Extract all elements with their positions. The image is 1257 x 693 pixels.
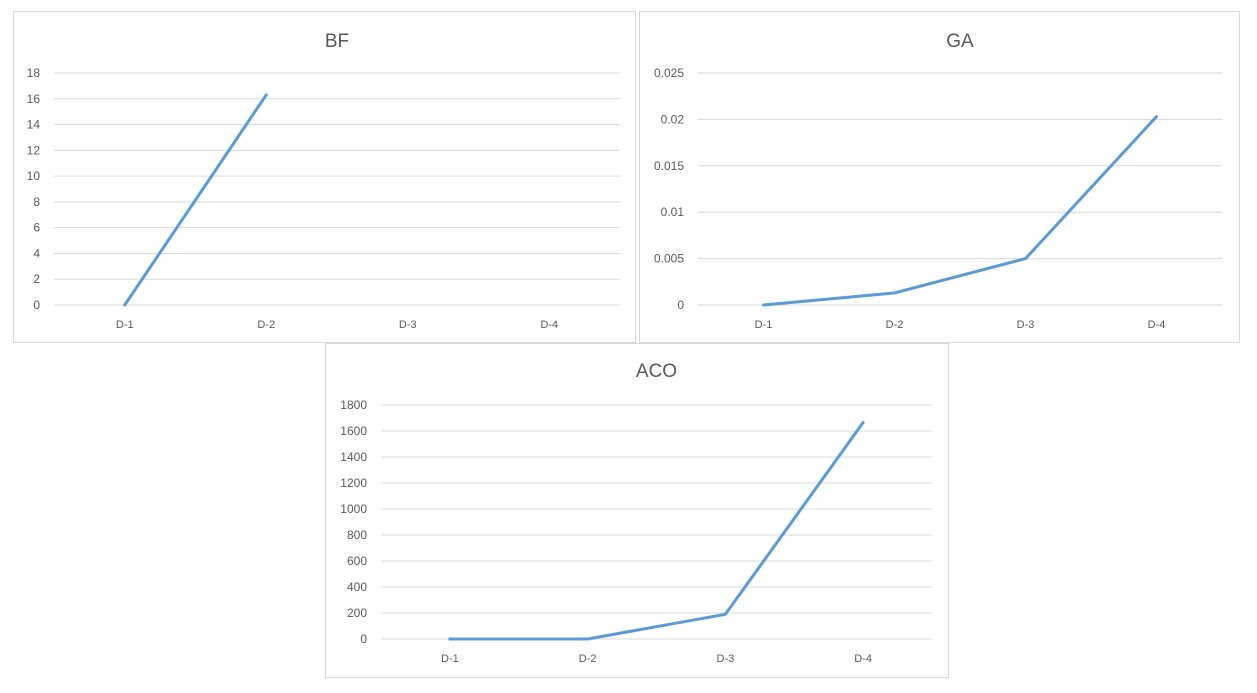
x-tick-label: D-4 <box>1148 319 1166 331</box>
y-tick-label: 14 <box>27 118 41 132</box>
y-tick-label: 0.025 <box>654 66 684 80</box>
y-tick-label: 12 <box>27 143 41 157</box>
y-tick-label: 0.015 <box>654 159 684 173</box>
chart-svg-ga: GA 0 0.005 0.01 0.015 0.02 0.025 D-1 D-2 D-3 D-4 <box>654 31 1222 331</box>
y-tick-label: 6 <box>33 221 40 235</box>
chart-panel-aco: ACO 0 200 400 600 800 1000 1200 1400 1600 1800 D-1 D… <box>325 343 949 678</box>
y-tick-label: 1800 <box>340 398 367 412</box>
chart-title: ACO <box>636 361 677 382</box>
chart-svg-aco: ACO 0 200 400 600 800 1000 1200 1400 1600 1800 D-1 D… <box>340 361 932 665</box>
y-tick-label: 18 <box>27 66 41 80</box>
y-tick-label: 0 <box>360 632 367 646</box>
chart-title: GA <box>946 31 974 52</box>
y-tick-label: 10 <box>27 169 41 183</box>
series-line-bf <box>123 93 268 307</box>
y-tick-label: 800 <box>347 528 367 542</box>
x-tick-label: D-1 <box>755 319 773 331</box>
y-tick-label: 0.005 <box>654 252 684 266</box>
y-tick-label: 200 <box>347 606 367 620</box>
chart-title: BF <box>325 31 349 52</box>
chart-panel-ga: GA 0 0.005 0.01 0.015 0.02 0.025 D-1 D-2 D-3 D-4 <box>639 11 1240 343</box>
y-tick-label: 4 <box>33 246 40 260</box>
chart-svg-bf: BF 0 2 4 6 8 10 12 14 16 18 D-1 D-2 D-3 D-4 <box>27 31 620 331</box>
x-tick-label: D-2 <box>257 319 275 331</box>
x-tick-label: D-1 <box>441 653 459 665</box>
y-tick-label: 1200 <box>340 476 367 490</box>
y-tick-label: 8 <box>33 195 40 209</box>
y-tick-label: 1600 <box>340 424 367 438</box>
x-tick-label: D-4 <box>854 653 872 665</box>
x-tick-label: D-2 <box>579 653 597 665</box>
y-tick-label: 1400 <box>340 450 367 464</box>
series-line-aco <box>448 421 865 641</box>
y-tick-label: 0.02 <box>661 112 685 126</box>
series-line-ga <box>762 115 1158 307</box>
x-tick-label: D-4 <box>540 319 558 331</box>
y-tick-label: 600 <box>347 554 367 568</box>
chart-panel-bf: BF 0 2 4 6 8 10 12 14 16 18 D-1 D-2 D-3 D-4 <box>13 11 636 343</box>
x-tick-label: D-3 <box>399 319 417 331</box>
y-tick-label: 400 <box>347 580 367 594</box>
y-tick-label: 1000 <box>340 502 367 516</box>
x-tick-label: D-1 <box>116 319 134 331</box>
x-tick-label: D-3 <box>1017 319 1035 331</box>
y-tick-label: 0 <box>677 298 684 312</box>
y-tick-label: 0.01 <box>661 205 685 219</box>
x-tick-label: D-3 <box>717 653 735 665</box>
y-tick-label: 16 <box>27 92 41 106</box>
x-tick-label: D-2 <box>886 319 904 331</box>
y-tick-label: 0 <box>33 298 40 312</box>
y-tick-label: 2 <box>33 272 40 286</box>
